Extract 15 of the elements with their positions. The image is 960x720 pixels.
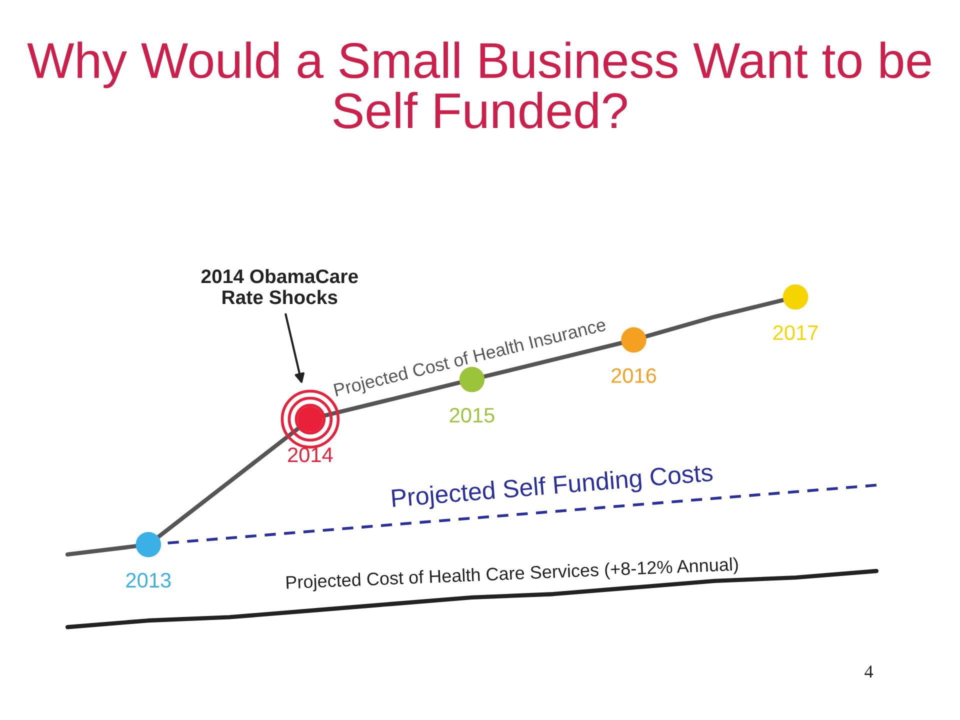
point	[136, 532, 162, 558]
text: Projected Cost of Health Insurance	[333, 318, 608, 400]
annotation: 2015	[450, 408, 494, 423]
annotation: 2016	[612, 368, 656, 383]
chart-title: Why Would a Small Business Want to be Self Funded?	[27, 42, 931, 129]
series-label: Projected Self Funding Costs	[392, 462, 714, 512]
annotation: 2017	[773, 325, 818, 340]
point	[459, 366, 485, 392]
series-label: Projected Cost of Health Care Services (+8-12% Annual)	[286, 557, 738, 592]
point	[621, 327, 646, 353]
annotation: 2013	[126, 572, 171, 588]
text: 4	[864, 666, 874, 678]
point	[782, 284, 808, 310]
annotation: 2014	[288, 447, 333, 462]
annotation: 2014 ObamaCare Rate Shocks	[201, 268, 358, 304]
